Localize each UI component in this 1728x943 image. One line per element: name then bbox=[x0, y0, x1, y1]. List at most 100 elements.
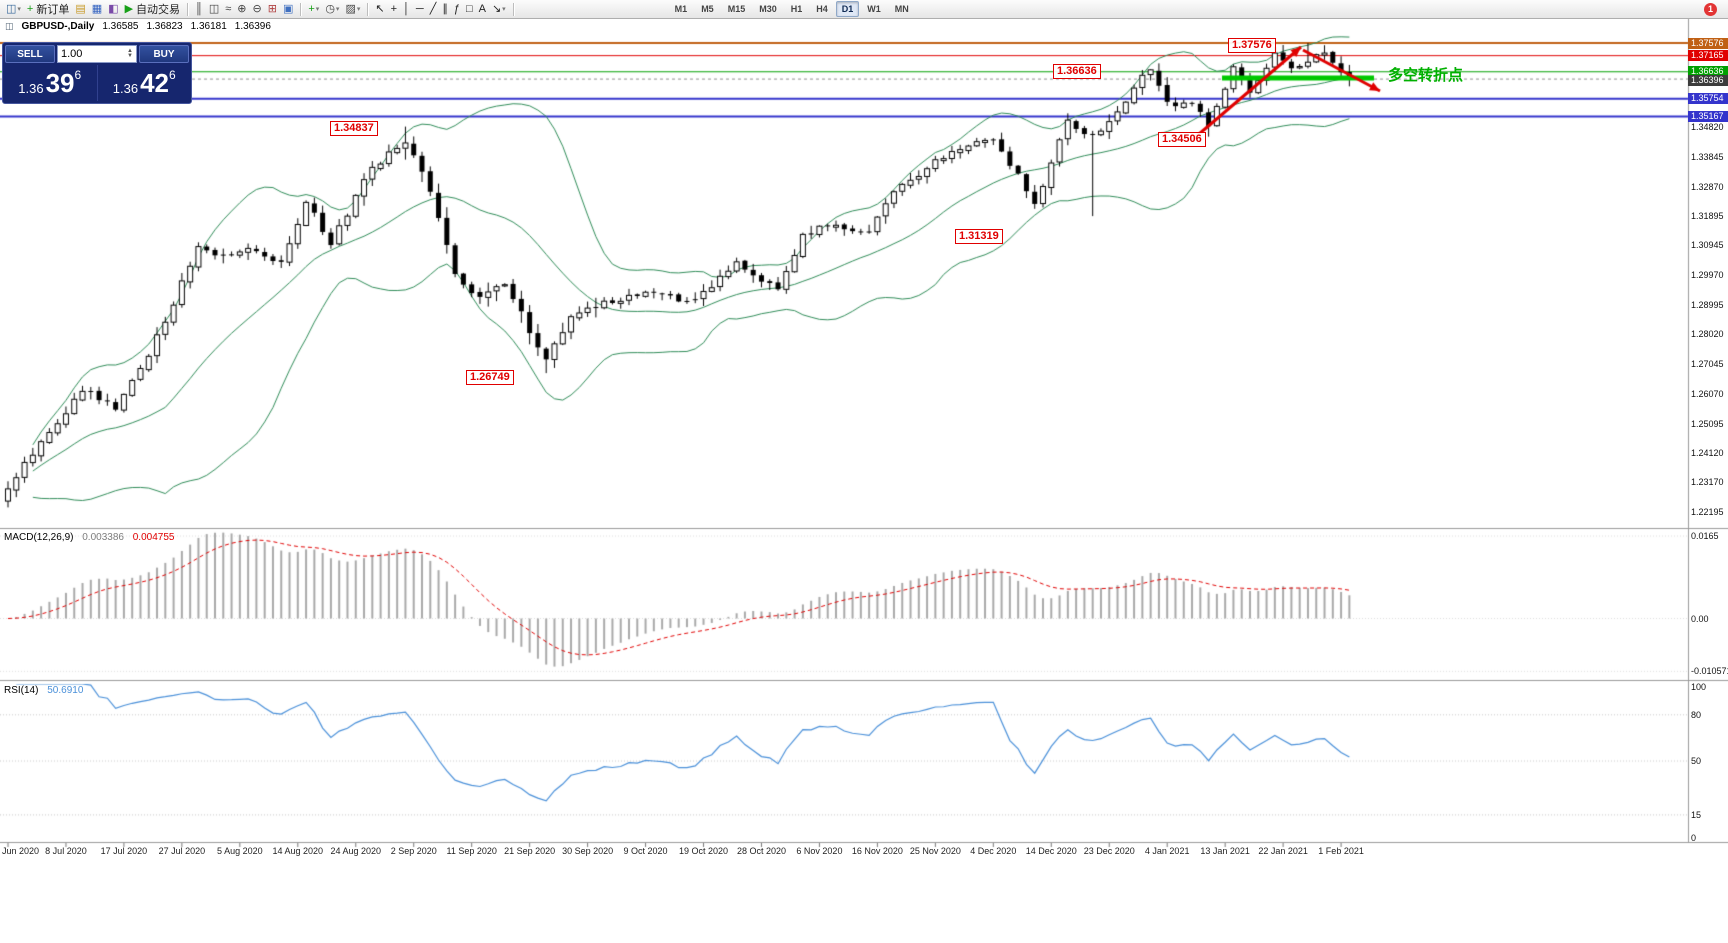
notification-badge[interactable]: 1 bbox=[1704, 2, 1717, 16]
chart-type-mini-icon: ◫ bbox=[5, 21, 14, 31]
price-axis-label: 1.33845 bbox=[1691, 151, 1724, 162]
text-icon[interactable]: A bbox=[477, 1, 488, 17]
price-axis-label: 1.22195 bbox=[1691, 506, 1724, 517]
one-click-trading-panel: SELL 1.00 ▲ ▼ BUY 1.36 39 6 1.36 42 6 bbox=[2, 42, 192, 104]
tile-windows-icon[interactable]: ⊞ bbox=[266, 1, 279, 17]
date-axis-label: 1 Feb 2021 bbox=[1318, 846, 1364, 856]
timeframe-w1[interactable]: W1 bbox=[867, 4, 881, 14]
autotrade-button-label: 自动交易 bbox=[136, 4, 181, 16]
trendline-icon[interactable]: ╱ bbox=[428, 1, 439, 17]
level-price-chip: 1.35167 bbox=[1688, 111, 1728, 123]
volume-spinner[interactable]: ▲ ▼ bbox=[127, 48, 133, 59]
timeframe-d1[interactable]: D1 bbox=[835, 1, 860, 17]
price-axis-label: 1.34820 bbox=[1691, 122, 1724, 133]
timeframe-mn[interactable]: MN bbox=[894, 4, 909, 14]
ohlc-low: 1.36181 bbox=[190, 21, 227, 32]
price-axis-label: 1.24120 bbox=[1691, 448, 1724, 459]
date-axis-label: Jun 2020 bbox=[2, 846, 40, 856]
channel-icon[interactable]: ∥ bbox=[440, 1, 450, 17]
ohlc-bars-icon[interactable]: ║ bbox=[193, 1, 205, 17]
rsi-label: RSI(14) 50.6910 bbox=[4, 685, 83, 696]
rsi-panel-region[interactable] bbox=[0, 682, 1688, 840]
channel-icon: ∥ bbox=[442, 3, 448, 15]
macd-name: MACD(12,26,9) bbox=[4, 532, 74, 543]
trendline-icon: ╱ bbox=[429, 3, 437, 15]
shapes-icon[interactable]: □ bbox=[464, 1, 475, 17]
market-watch-icon: ▦ bbox=[91, 3, 103, 15]
zoom-in-icon[interactable]: ⊕ bbox=[235, 1, 248, 17]
price-axis-label: 1.31895 bbox=[1691, 211, 1724, 222]
caret-down-icon: ▾ bbox=[315, 6, 320, 13]
profiles-icon[interactable]: ▤ bbox=[73, 1, 87, 17]
crosshair-icon[interactable]: + bbox=[389, 1, 399, 17]
date-axis-label: 25 Nov 2020 bbox=[909, 846, 961, 856]
rsi-axis-label: 80 bbox=[1691, 709, 1702, 720]
date-axis-label: 14 Aug 2020 bbox=[272, 846, 324, 856]
timeframe-m15[interactable]: M15 bbox=[727, 4, 746, 14]
macd-panel-region[interactable] bbox=[0, 530, 1688, 678]
sell-price[interactable]: 1.36 39 6 bbox=[3, 65, 97, 101]
timeframe-m1[interactable]: M1 bbox=[674, 4, 688, 14]
periods-icon[interactable]: ◷ ▾ bbox=[323, 1, 341, 17]
buy-button[interactable]: BUY bbox=[139, 45, 189, 63]
date-axis-label: 11 Sep 2020 bbox=[446, 846, 497, 856]
rsi-axis-label: 50 bbox=[1691, 756, 1702, 766]
timeframe-h4[interactable]: H4 bbox=[816, 4, 828, 14]
profiles-icon: ▤ bbox=[75, 3, 86, 15]
fibonacci-icon[interactable]: ƒ bbox=[452, 1, 462, 17]
price-axis-label: 1.30945 bbox=[1691, 240, 1724, 251]
buy-price-sup: 6 bbox=[169, 68, 176, 82]
sell-button[interactable]: SELL bbox=[5, 45, 55, 63]
toolbar-separator bbox=[512, 2, 514, 16]
date-axis-label: 5 Aug 2020 bbox=[217, 846, 263, 856]
market-watch-icon[interactable]: ▦ bbox=[90, 1, 104, 17]
timeframe-h1[interactable]: H1 bbox=[790, 4, 803, 14]
macd-axis-label: 0.0165 bbox=[1691, 531, 1719, 541]
volume-value: 1.00 bbox=[61, 48, 83, 60]
rsi-axis-label: 15 bbox=[1691, 809, 1702, 820]
line-chart-icon: ≈ bbox=[225, 3, 232, 15]
spin-up-icon[interactable]: ▲ bbox=[127, 48, 133, 54]
macd-value-signal: 0.004755 bbox=[132, 532, 175, 543]
price-axis[interactable]: 1.34820 1.33845 1.32870 1.31895 1.30945 1.299… bbox=[1688, 0, 1728, 943]
rsi-name: RSI(14) bbox=[4, 685, 39, 696]
date-axis[interactable]: Jun 2020 8 Jul 2020 17 Jul 2020 27 Jul 2020… bbox=[0, 843, 1688, 861]
templates-icon[interactable]: ▨ ▾ bbox=[343, 1, 362, 17]
periods-icon: ◷ bbox=[325, 3, 335, 15]
navigator-icon[interactable]: ◧ bbox=[106, 1, 120, 17]
tile-windows-icon: ⊞ bbox=[267, 3, 277, 15]
new-chart-icon[interactable]: ◫ ▾ bbox=[4, 1, 23, 17]
timeframe-m30[interactable]: M30 bbox=[759, 4, 777, 14]
cascade-windows-icon[interactable]: ▣ bbox=[281, 1, 295, 17]
line-chart-icon[interactable]: ≈ bbox=[223, 1, 233, 17]
arrows-tool-icon[interactable]: ↘ ▾ bbox=[490, 1, 508, 17]
macd-value-main: 0.003386 bbox=[82, 532, 124, 543]
ohlc-high: 1.36823 bbox=[146, 21, 183, 32]
symbol-timeframe-label: GBPUSD-,Daily bbox=[21, 21, 95, 32]
date-axis-label: 17 Jul 2020 bbox=[100, 846, 148, 856]
vertical-line-icon[interactable]: │ bbox=[401, 1, 412, 17]
buy-price[interactable]: 1.36 42 6 bbox=[96, 65, 192, 101]
indicators-icon[interactable]: + ▾ bbox=[306, 1, 321, 17]
new-order-button[interactable]: + 新订单 bbox=[25, 1, 71, 17]
turning-point-note[interactable]: 多空转折点 bbox=[1388, 67, 1464, 84]
spin-down-icon[interactable]: ▼ bbox=[127, 53, 133, 59]
caret-down-icon: ▾ bbox=[17, 6, 21, 13]
timeframe-m5[interactable]: M5 bbox=[701, 4, 714, 14]
sell-price-sup: 6 bbox=[74, 68, 82, 82]
horizontal-line-icon[interactable]: ─ bbox=[414, 1, 426, 17]
zoom-out-icon: ⊖ bbox=[252, 3, 262, 15]
price-axis-label: 1.29970 bbox=[1691, 269, 1724, 280]
candlestick-icon[interactable]: ◫ bbox=[207, 1, 221, 17]
cursor-icon[interactable]: ↖ bbox=[373, 1, 386, 17]
candlestick-icon: ◫ bbox=[208, 3, 220, 15]
autotrade-button[interactable]: ▶ 自动交易 bbox=[123, 1, 182, 17]
zoom-out-icon[interactable]: ⊖ bbox=[251, 1, 264, 17]
price-axis-label: 1.28995 bbox=[1691, 299, 1724, 310]
navigator-icon: ◧ bbox=[108, 3, 119, 15]
ohlc-open: 1.36585 bbox=[102, 21, 139, 32]
main-chart-region[interactable] bbox=[0, 18, 1688, 527]
date-axis-label: 23 Dec 2020 bbox=[1083, 846, 1135, 856]
volume-input[interactable]: 1.00 ▲ ▼ bbox=[57, 45, 137, 63]
